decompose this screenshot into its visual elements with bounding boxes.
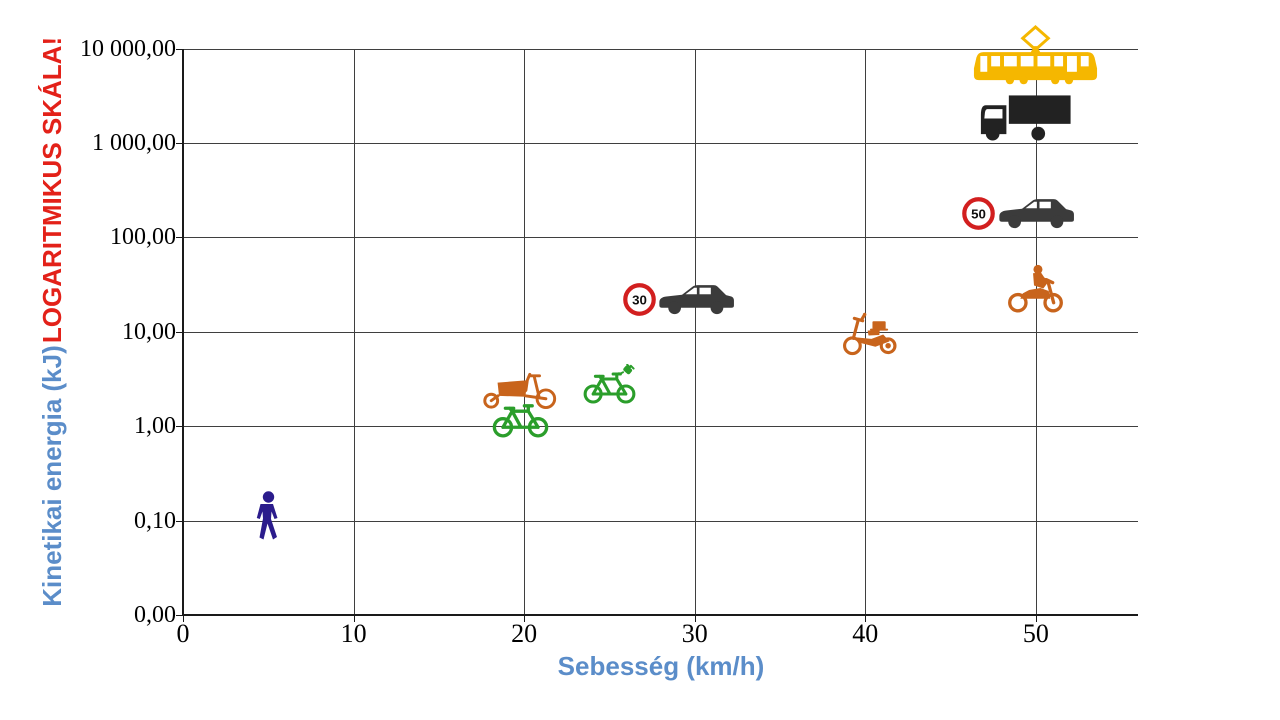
h-gridline xyxy=(183,48,1138,50)
x-tick-mark xyxy=(524,616,526,622)
x-tick-mark xyxy=(353,616,355,622)
y-tick-mark xyxy=(176,615,183,616)
v-gridline xyxy=(524,48,526,615)
v-gridline xyxy=(694,48,696,615)
y-tick-mark xyxy=(176,143,183,144)
h-gridline xyxy=(183,237,1138,239)
y-tick-mark xyxy=(176,331,183,333)
e-bike-marker xyxy=(583,363,636,404)
x-tick-label: 10 xyxy=(340,619,367,648)
x-axis-title: Sebesség (km/h) xyxy=(557,651,765,681)
truck-marker xyxy=(976,92,1075,141)
x-tick-label: 50 xyxy=(1022,619,1049,648)
y-axis-title: Kinetikai energia (kJ) xyxy=(37,345,67,607)
v-gridline xyxy=(1035,48,1037,615)
x-tick-label: 40 xyxy=(852,619,879,648)
v-gridline xyxy=(865,48,867,615)
y-tick-mark xyxy=(176,48,183,50)
y-tick-label: 0,00 xyxy=(134,602,176,628)
tram-marker xyxy=(970,25,1101,90)
cargo-bike-icon xyxy=(482,368,559,410)
x-tick-label: 30 xyxy=(681,619,708,648)
bicycle-icon xyxy=(492,399,549,438)
y-tick-label: 1 000,00 xyxy=(92,130,176,156)
h-gridline xyxy=(183,426,1138,428)
y-tick-label: 0,10 xyxy=(134,507,176,534)
h-gridline xyxy=(183,520,1138,522)
moped-marker xyxy=(842,311,899,356)
car-icon xyxy=(995,196,1077,231)
y-tick-label: 1,00 xyxy=(134,413,176,440)
motorcycle-marker xyxy=(1008,264,1064,313)
moped-icon xyxy=(842,311,899,356)
x-axis-line xyxy=(182,614,1138,616)
e-bike-icon xyxy=(583,363,636,404)
y-tick-mark xyxy=(176,426,183,428)
h-gridline xyxy=(183,143,1138,144)
svg-text:30: 30 xyxy=(632,292,647,307)
motorcycle-icon xyxy=(1008,264,1064,313)
cargo-bike-marker xyxy=(482,368,559,410)
y-tick-label: 10 000,00 xyxy=(80,35,176,62)
pedestrian-marker xyxy=(250,490,286,543)
x-tick-label: 20 xyxy=(511,619,538,648)
y-axis-line xyxy=(182,48,184,615)
x-tick-label: 0 xyxy=(176,619,190,648)
bicycle-marker xyxy=(492,399,549,438)
h-gridline xyxy=(183,331,1138,333)
truck-icon xyxy=(976,92,1075,141)
svg-text:50: 50 xyxy=(971,206,986,221)
car-30-marker xyxy=(655,282,737,317)
x-tick-mark xyxy=(1035,616,1037,622)
y-tick-mark xyxy=(176,520,183,522)
speed-limit-30-sign-icon: 30 xyxy=(623,283,656,316)
y-tick-label: 100,00 xyxy=(110,224,176,251)
y-tick-label: 10,00 xyxy=(122,318,176,345)
x-tick-mark xyxy=(183,616,184,622)
y-axis-note: LOGARITMIKUS SKÁLA! xyxy=(37,36,67,344)
x-tick-mark xyxy=(694,616,696,622)
speed-limit-50-sign-icon: 50 xyxy=(962,196,996,230)
v-gridline xyxy=(353,48,355,615)
car-50-marker xyxy=(995,196,1077,231)
car-icon xyxy=(655,282,737,317)
tram-icon xyxy=(970,25,1101,90)
x-tick-mark xyxy=(865,616,867,622)
y-tick-mark xyxy=(176,237,183,239)
pedestrian-icon xyxy=(250,490,286,543)
